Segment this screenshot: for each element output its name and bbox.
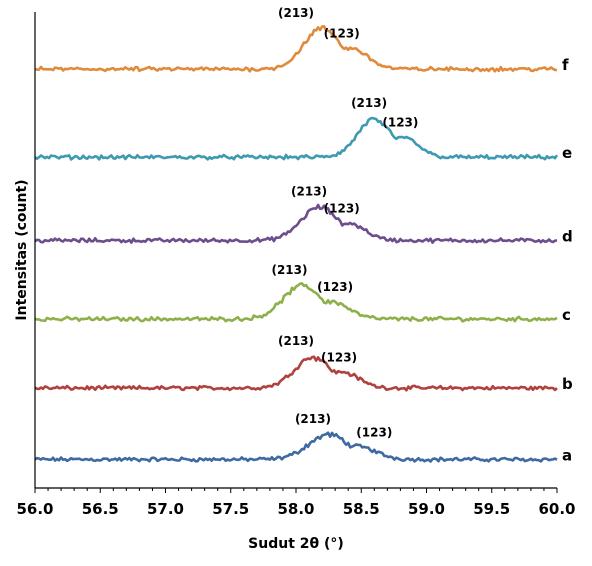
series-label-b: b (562, 375, 573, 393)
series-label-f: f (562, 56, 569, 74)
series-f: f (213) (123) (34, 6, 569, 74)
series-e: e (213) (123) (34, 96, 572, 162)
x-tick-label: 57.5 (212, 500, 249, 518)
series-c: c (213) (123) (34, 263, 571, 324)
series-line-e (34, 116, 559, 161)
series-label-a: a (562, 446, 572, 464)
series-label-d: d (562, 227, 573, 245)
series-label-c: c (562, 306, 571, 324)
peak-annotation: (213) (271, 263, 307, 277)
peak-annotation: (123) (324, 202, 360, 216)
x-tick-label: 60.0 (538, 500, 575, 518)
y-axis-title: Intensitas (count) (14, 179, 30, 320)
series-line-a (34, 431, 558, 463)
series-layer: a (213) (123) b (213) (123) c (213) (123) d (213) (… (34, 6, 573, 464)
series-line-f (34, 24, 558, 73)
x-tick-label: 59.5 (473, 500, 510, 518)
peak-annotation: (213) (278, 6, 314, 20)
series-a: a (213) (123) (34, 412, 572, 464)
peak-annotation: (213) (295, 412, 331, 426)
peak-annotation: (213) (291, 184, 327, 198)
series-b: b (213) (123) (34, 334, 573, 393)
series-label-e: e (562, 144, 572, 162)
peak-annotation: (213) (351, 96, 387, 110)
peak-annotation: (123) (317, 280, 353, 294)
x-axis-title: Sudut 2θ (°) (248, 536, 344, 552)
x-tick-label: 59.0 (408, 500, 445, 518)
series-line-b (34, 355, 558, 392)
peak-annotation: (123) (356, 425, 392, 439)
x-tick-label: 58.5 (343, 500, 380, 518)
peak-annotation: (123) (382, 116, 418, 130)
series-line-d (34, 203, 558, 244)
x-tick-label: 56.5 (82, 500, 119, 518)
x-ticks: 56.0 56.5 57.0 57.5 58.0 58.5 59.0 59.5 60.0 (16, 488, 576, 518)
x-tick-label: 57.0 (147, 500, 184, 518)
x-tick-label: 58.0 (277, 500, 314, 518)
peak-annotation: (123) (324, 26, 360, 40)
series-d: d (213) (123) (34, 184, 573, 245)
peak-annotation: (123) (321, 351, 357, 365)
x-tick-label: 56.0 (16, 500, 53, 518)
series-line-c (34, 282, 558, 323)
peak-annotation: (213) (278, 334, 314, 348)
